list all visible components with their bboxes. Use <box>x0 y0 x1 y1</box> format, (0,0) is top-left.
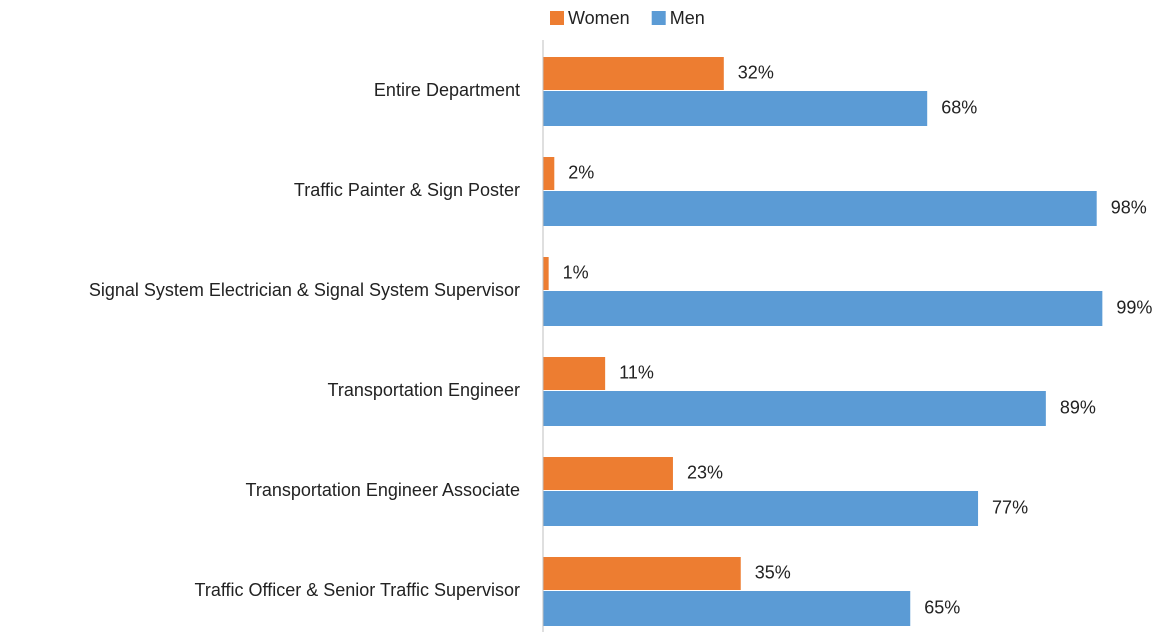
value-label: 89% <box>1060 397 1096 417</box>
bar <box>543 491 979 526</box>
category-label: Entire Department <box>374 80 520 100</box>
category-label: Traffic Painter & Sign Poster <box>294 180 520 200</box>
value-label: 98% <box>1111 197 1147 217</box>
bar <box>543 557 741 590</box>
bar <box>543 591 911 626</box>
value-label: 1% <box>563 262 589 282</box>
category-label: Signal System Electrician & Signal Syste… <box>89 280 520 300</box>
legend-swatch <box>651 11 666 25</box>
bar <box>543 291 1103 326</box>
bar <box>543 257 549 290</box>
bar <box>543 191 1097 226</box>
bar <box>543 457 673 490</box>
bar <box>543 57 724 90</box>
bar <box>543 157 555 190</box>
value-label: 23% <box>687 462 723 482</box>
legend-label: Women <box>568 8 630 28</box>
value-label: 99% <box>1116 297 1152 317</box>
value-label: 11% <box>619 362 654 382</box>
value-label: 65% <box>924 597 960 617</box>
legend-swatch <box>550 11 564 25</box>
category-label: Transportation Engineer <box>328 380 520 400</box>
bar <box>543 391 1046 426</box>
value-label: 77% <box>992 497 1028 517</box>
bar <box>543 91 928 126</box>
category-label: Transportation Engineer Associate <box>246 480 521 500</box>
bar <box>543 357 606 390</box>
value-label: 32% <box>738 62 774 82</box>
value-label: 35% <box>755 562 791 582</box>
legend-label: Men <box>670 8 705 28</box>
value-label: 2% <box>568 162 594 182</box>
value-label: 68% <box>941 97 977 117</box>
category-label: Traffic Officer & Senior Traffic Supervi… <box>195 580 520 600</box>
